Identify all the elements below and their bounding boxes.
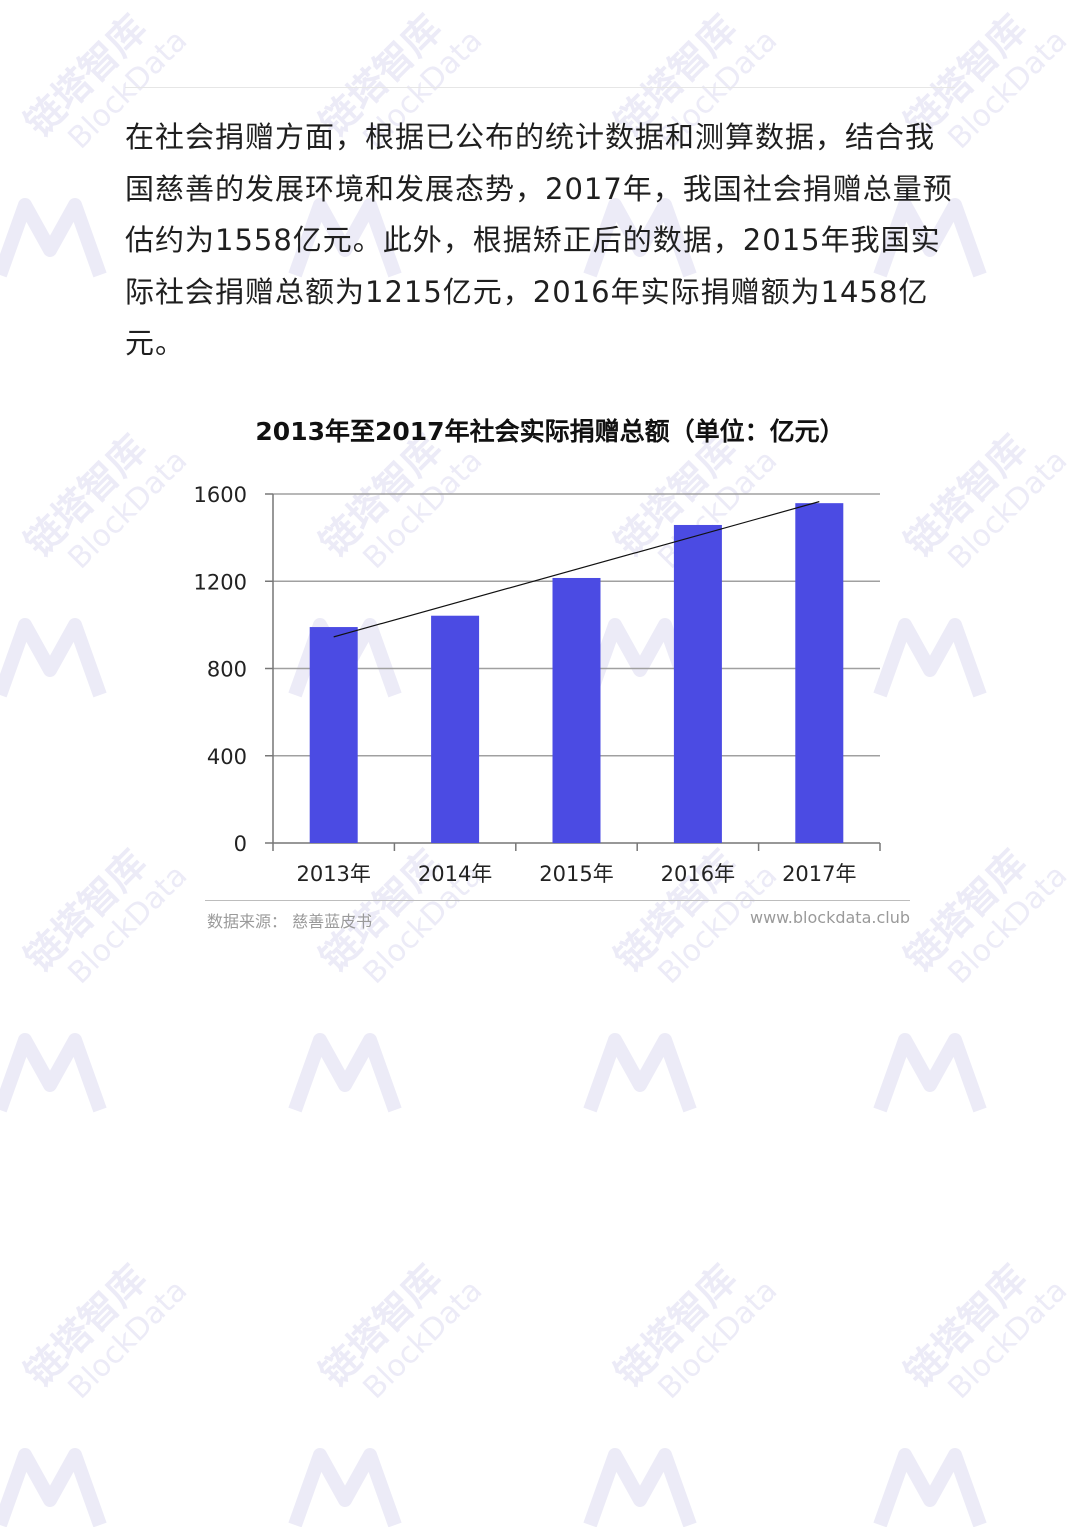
chart-title: 2013年至2017年社会实际捐赠总额（单位：亿元）: [255, 417, 845, 446]
y-axis-ticks: 0 400 800 1200 1600: [194, 483, 273, 856]
bar-2015年: [552, 577, 601, 843]
x-axis-ticks: 2013年 2014年 2015年 2016年 2017年: [272, 843, 881, 886]
y-tick-label: 800: [207, 658, 247, 682]
x-tick-label: 2016年: [661, 862, 735, 886]
x-tick-label: 2014年: [418, 862, 492, 886]
chart-trendline-group: [333, 501, 820, 638]
x-tick-label: 2013年: [296, 862, 370, 886]
top-divider: [125, 87, 955, 88]
y-tick-label: 1600: [194, 483, 247, 507]
site-url: www.blockdata.club: [750, 908, 910, 927]
bar-2017年: [795, 503, 844, 843]
data-source-label: 数据来源： 慈善蓝皮书: [207, 912, 373, 931]
x-tick-label: 2017年: [782, 862, 856, 886]
chart-footer-divider: [205, 900, 910, 901]
x-tick-label: 2015年: [539, 862, 613, 886]
article-paragraph: 在社会捐赠方面，根据已公布的统计数据和测算数据，结合我国慈善的发展环境和发展态势…: [125, 120, 953, 360]
y-tick-label: 0: [234, 832, 247, 856]
chart-bars: [309, 503, 844, 843]
bar-2014年: [431, 615, 480, 843]
trendline: [333, 501, 820, 638]
y-tick-label: 1200: [194, 570, 247, 594]
y-tick-label: 400: [207, 745, 247, 769]
bar-2016年: [673, 524, 722, 843]
bar-2013年: [309, 627, 358, 843]
